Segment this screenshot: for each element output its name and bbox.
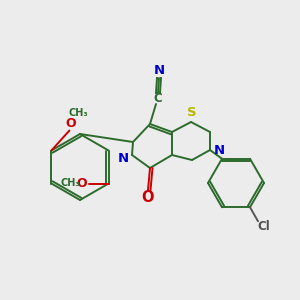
Text: N: N (153, 64, 165, 77)
Text: N: N (117, 152, 129, 164)
Text: S: S (187, 106, 197, 119)
Text: O: O (141, 190, 153, 206)
Text: C: C (154, 92, 162, 106)
Text: N: N (213, 145, 225, 158)
Text: CH₃: CH₃ (69, 107, 88, 118)
Text: Cl: Cl (258, 220, 270, 233)
Text: CH₃: CH₃ (61, 178, 80, 188)
Text: O: O (65, 117, 76, 130)
Text: O: O (76, 177, 87, 190)
